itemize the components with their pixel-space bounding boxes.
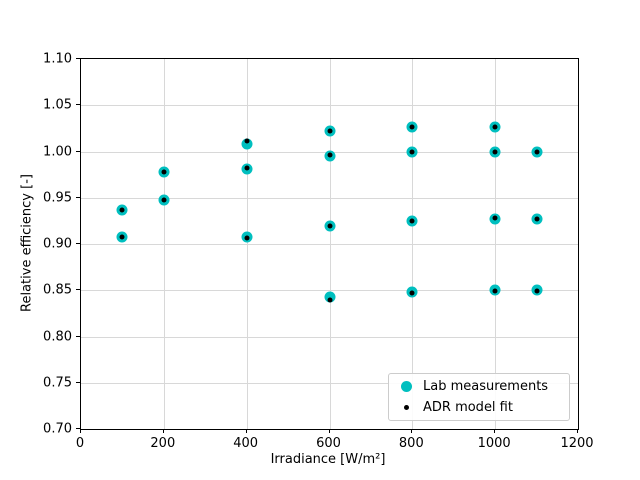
gridline-y-0.80 — [81, 336, 578, 338]
gridline-y-0.95 — [81, 197, 578, 199]
point-adr-model-fit-5 — [244, 165, 250, 171]
y-tick-label-0.95: 0.95 — [43, 190, 72, 206]
x-tick-0 — [80, 429, 81, 433]
x-tick-label-400: 400 — [233, 436, 259, 451]
point-adr-model-fit-10 — [327, 297, 332, 302]
point-adr-model-fit-11 — [409, 124, 415, 130]
point-lab-measurements-4 — [241, 138, 253, 150]
y-tick-1.00 — [76, 150, 80, 152]
point-adr-model-fit-3 — [161, 197, 167, 203]
gridline-y-1.05 — [81, 105, 578, 107]
plot-area: Lab measurements ADR model fit — [80, 58, 579, 430]
x-tick-label-1200: 1200 — [560, 436, 594, 451]
x-tick-label-0: 0 — [75, 436, 85, 451]
x-tick-1000 — [494, 429, 496, 433]
point-adr-model-fit-17 — [492, 215, 498, 221]
point-adr-model-fit-9 — [327, 223, 332, 228]
legend: Lab measurements ADR model fit — [388, 373, 570, 421]
x-tick-400 — [245, 429, 247, 433]
y-tick-0.80 — [76, 335, 80, 337]
cyan-dot-icon — [400, 381, 412, 392]
y-tick-label-1.05: 1.05 — [43, 97, 72, 113]
point-lab-measurements-10 — [324, 291, 335, 303]
legend-item-adr-model-fit: ADR model fit — [389, 397, 569, 418]
point-adr-model-fit-6 — [244, 235, 250, 241]
y-axis-label: Relative efficiency [-] — [19, 174, 35, 312]
y-tick-1.10 — [76, 58, 80, 59]
point-adr-model-fit-19 — [534, 149, 540, 155]
y-tick-label-0.70: 0.70 — [43, 421, 72, 437]
y-tick-label-0.75: 0.75 — [43, 375, 72, 391]
x-tick-label-200: 200 — [150, 436, 176, 451]
point-adr-model-fit-15 — [492, 124, 498, 130]
y-tick-0.70 — [76, 428, 80, 429]
x-tick-800 — [411, 429, 413, 433]
point-adr-model-fit-13 — [409, 218, 415, 224]
legend-label-lab-measurements: Lab measurements — [423, 379, 549, 394]
point-adr-model-fit-7 — [327, 128, 332, 134]
x-tick-600 — [328, 429, 330, 433]
point-adr-model-fit-4 — [244, 138, 250, 144]
point-adr-model-fit-20 — [534, 216, 540, 222]
adr-model-fit-marker-icon — [389, 405, 423, 410]
point-adr-model-fit-1 — [119, 234, 125, 240]
gridline-y-0.90 — [81, 244, 578, 245]
legend-item-lab-measurements: Lab measurements — [389, 376, 569, 397]
x-tick-200 — [162, 429, 164, 433]
x-tick-label-800: 800 — [398, 436, 424, 451]
y-tick-label-0.90: 0.90 — [43, 236, 72, 252]
y-tick-0.85 — [76, 289, 80, 291]
point-adr-model-fit-8 — [327, 152, 332, 158]
gridline-y-0.75 — [81, 382, 578, 384]
point-adr-model-fit-21 — [534, 288, 540, 294]
y-tick-0.95 — [76, 196, 80, 198]
legend-label-adr-model-fit: ADR model fit — [423, 400, 513, 415]
black-dot-icon — [403, 405, 409, 410]
gridline-y-0.85 — [81, 290, 578, 292]
y-tick-1.05 — [76, 104, 80, 106]
y-tick-label-0.85: 0.85 — [43, 282, 72, 298]
y-tick-label-1.10: 1.10 — [43, 51, 72, 67]
x-tick-1200 — [577, 429, 578, 433]
x-axis-label: Irradiance [W/m²] — [270, 452, 386, 467]
point-adr-model-fit-18 — [492, 288, 498, 294]
y-tick-label-1.00: 1.00 — [43, 144, 72, 159]
point-adr-model-fit-0 — [119, 207, 125, 213]
point-adr-model-fit-12 — [409, 149, 415, 155]
y-tick-0.90 — [76, 243, 80, 244]
lab-measurements-marker-icon — [389, 381, 423, 392]
x-tick-label-600: 600 — [316, 436, 341, 451]
y-tick-label-0.80: 0.80 — [43, 329, 72, 344]
y-tick-0.75 — [76, 381, 80, 383]
point-adr-model-fit-14 — [409, 290, 415, 296]
point-adr-model-fit-2 — [161, 169, 167, 175]
x-tick-label-1000: 1000 — [477, 436, 511, 451]
point-adr-model-fit-16 — [492, 149, 498, 154]
